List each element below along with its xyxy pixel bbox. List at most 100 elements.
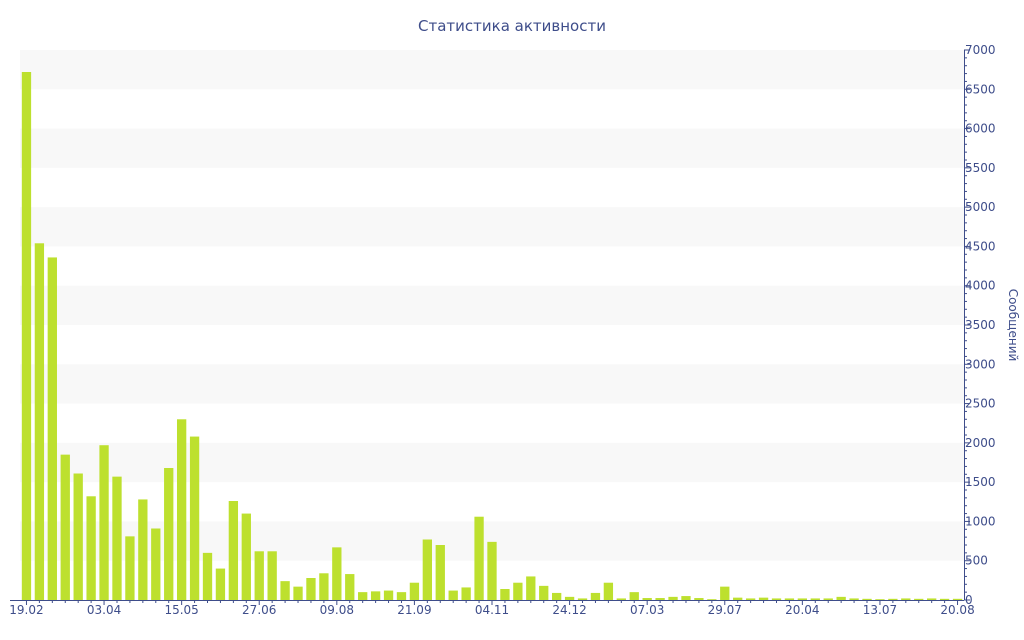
y-tick-label: 7000 (965, 43, 996, 57)
bar (99, 445, 109, 600)
bar (836, 596, 846, 600)
bar (254, 551, 264, 600)
bar (151, 528, 161, 600)
y-tick-label: 3000 (965, 357, 996, 371)
bar (358, 592, 368, 600)
bar (616, 598, 626, 600)
bar (694, 598, 704, 600)
bar (875, 599, 885, 600)
x-tick-label: 13.07 (863, 603, 897, 617)
bar (642, 598, 652, 600)
grid-band (20, 442, 964, 483)
grid-band (20, 285, 964, 325)
y-tick-label: 500 (965, 554, 988, 568)
bar (461, 587, 471, 600)
x-tick-label: 29.07 (708, 603, 742, 617)
grid-band (20, 207, 964, 247)
y-axis-title: Сообщений (1006, 289, 1020, 362)
bar (125, 536, 135, 600)
y-tick-label: 1500 (965, 475, 996, 489)
y-tick-label: 3500 (965, 318, 996, 332)
y-tick-label: 2500 (965, 397, 996, 411)
bar (862, 598, 872, 600)
x-tick-label: 24.12 (552, 603, 586, 617)
bar (474, 516, 484, 600)
bar (306, 578, 316, 600)
bar (138, 499, 148, 600)
bar (771, 598, 782, 600)
y-tick-label: 5500 (965, 161, 996, 175)
bar-series (21, 72, 963, 601)
bar (681, 596, 691, 600)
y-tick-label: 0 (965, 593, 973, 607)
x-axis: 19.02 03.04 15.05 27.06 09.08 21.09 04.11 24.12… (9, 600, 975, 617)
grid-bands (20, 50, 964, 561)
bar (733, 597, 743, 600)
bar (86, 496, 96, 600)
bar (112, 476, 122, 600)
bar (707, 599, 717, 600)
bar (345, 574, 355, 600)
y-tick-label: 4000 (965, 279, 996, 293)
bar (939, 598, 950, 600)
grid-band (20, 128, 964, 168)
bar (422, 539, 432, 600)
bar (370, 591, 381, 600)
grid-band (20, 364, 964, 404)
x-tick-label: 15.05 (164, 603, 198, 617)
x-tick-label: 09.08 (320, 603, 354, 617)
bar (577, 598, 588, 600)
x-tick-label: 03.04 (87, 603, 121, 617)
bar (202, 552, 213, 600)
bar (280, 581, 290, 600)
bar (228, 501, 239, 600)
bar (952, 598, 963, 600)
bar (745, 598, 756, 600)
bar (293, 586, 303, 600)
y-tick-label: 4500 (965, 239, 996, 253)
bar (914, 598, 924, 600)
bar (60, 454, 70, 600)
bar (823, 598, 833, 600)
bar (758, 597, 769, 600)
bar (73, 473, 83, 600)
bar (176, 419, 187, 600)
bar (552, 592, 562, 600)
x-tick-label: 19.02 (9, 603, 43, 617)
bar (901, 598, 911, 600)
bar (655, 598, 665, 600)
x-tick-label: 20.08 (940, 603, 974, 617)
y-tick-label: 5000 (965, 200, 996, 214)
bar (603, 582, 614, 600)
bar (720, 586, 730, 600)
y-tick-label: 1000 (965, 514, 996, 528)
bar (34, 243, 45, 601)
bar (47, 257, 57, 600)
y-tick-label: 6000 (965, 122, 996, 136)
bar (396, 592, 407, 600)
bar (383, 590, 394, 600)
x-tick-label: 20.04 (785, 603, 819, 617)
bar (668, 596, 678, 600)
bar (784, 598, 795, 600)
bar (810, 598, 820, 600)
bar (526, 576, 536, 600)
bar (435, 545, 445, 600)
bar (564, 596, 575, 600)
bar (888, 598, 898, 600)
bar (267, 551, 277, 600)
bar (189, 436, 200, 600)
bar (487, 541, 497, 600)
bar (164, 468, 174, 600)
bar (332, 547, 342, 600)
bar (849, 598, 859, 600)
bar (513, 582, 523, 600)
y-tick-label: 6500 (965, 82, 996, 96)
x-tick-label: 21.09 (397, 603, 431, 617)
y-tick-label: 2000 (965, 436, 996, 450)
x-tick-label: 07.03 (630, 603, 664, 617)
bar (448, 590, 458, 600)
bar (539, 585, 549, 600)
